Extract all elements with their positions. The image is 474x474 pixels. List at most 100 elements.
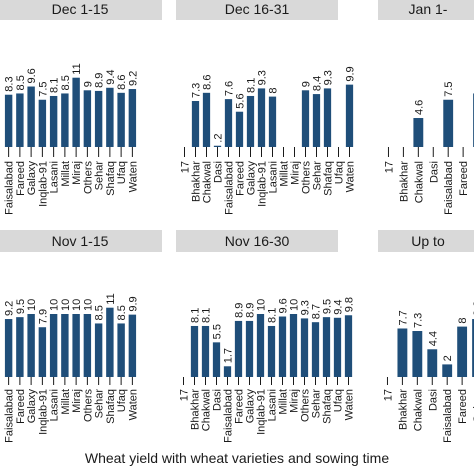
bar: [72, 314, 80, 377]
bar: [202, 92, 211, 147]
data-label: 7.5: [443, 81, 455, 96]
x-tick-label: Others: [301, 161, 313, 195]
x-tick-label: 17: [180, 161, 192, 173]
x-tick-label: Faisalabad: [443, 161, 455, 215]
x-tick-label: Miraj: [71, 161, 83, 185]
bar: [201, 325, 210, 377]
bar: [128, 314, 137, 377]
x-tick-label: Waten: [127, 389, 139, 420]
x-tick-label: 17: [179, 389, 191, 401]
data-label: 8.5: [116, 305, 128, 320]
x-tick-label: Faisalabad: [223, 389, 235, 443]
bar: [312, 94, 321, 147]
panel-4: Nov 1-15 Faisalabad 9.2 Fareed 9.5 Galaxy 10 In…: [0, 230, 162, 443]
data-label: 8: [457, 317, 469, 323]
data-label: 8.3: [4, 76, 16, 91]
bar: [427, 349, 438, 377]
x-tick-label: Galaxy: [26, 389, 38, 424]
data-label: 10: [49, 299, 61, 311]
x-tick-label: Inqlab-91: [257, 161, 269, 207]
data-label: 9.2: [4, 301, 16, 316]
data-label: 10: [256, 299, 268, 311]
bar: [27, 314, 35, 377]
data-label: 9.2: [472, 301, 474, 316]
x-tick-label: Others: [82, 389, 94, 423]
x-tick-label: Bhakhar: [397, 389, 409, 430]
bar: [213, 145, 222, 147]
bar: [397, 328, 408, 377]
data-label: 8.1: [190, 308, 202, 323]
x-tick-label: Chakwal: [413, 161, 425, 203]
data-label: 1.7: [223, 348, 235, 363]
panel-title: Jan 1-: [409, 1, 448, 17]
panel-header: [378, 230, 474, 252]
data-label: 9.8: [344, 297, 356, 312]
bar: [191, 101, 200, 147]
data-label: 8.9: [245, 303, 257, 318]
x-tick-label: Galaxy: [245, 389, 257, 424]
x-tick-label: Waten: [344, 389, 356, 420]
x-tick-label: Lasani: [49, 161, 61, 193]
x-tick-label: Bhakhar: [191, 161, 203, 202]
x-tick-label: Dasi: [213, 161, 225, 183]
bar: [94, 323, 103, 377]
x-tick-label: Shafaq: [105, 389, 117, 424]
bar: [301, 90, 310, 147]
data-label: 7.7: [397, 310, 409, 325]
x-tick-label: Miraj: [71, 389, 83, 413]
data-label: 8.1: [201, 308, 213, 323]
x-tick-label: Sehar: [312, 161, 324, 191]
data-label: 9.3: [257, 70, 269, 85]
figure-caption: Wheat yield with wheat varieties and sow…: [84, 450, 390, 466]
x-tick-label: Chakwal: [412, 389, 424, 431]
x-tick-label: Lasani: [267, 389, 279, 421]
x-tick-label: Millat: [60, 389, 72, 415]
data-label: 8.6: [202, 75, 214, 90]
panel-title: Nov 1-15: [52, 233, 109, 249]
data-label: 10: [26, 299, 38, 311]
data-label: 9.5: [15, 299, 27, 314]
bar: [83, 90, 92, 147]
bar: [278, 316, 287, 377]
x-tick-label: Millat: [278, 389, 290, 415]
data-label: 8.5: [94, 305, 106, 320]
bar: [117, 92, 125, 147]
x-tick-label: Miraj: [289, 389, 301, 413]
x-tick-label: Fareed: [458, 161, 470, 196]
bar: [212, 342, 221, 377]
data-label: 10: [289, 299, 301, 311]
panels-group: Dec 1-15 Faisalabad 8.3 Fareed 8.5 Galaxy 9.6 I…: [0, 0, 474, 443]
data-label: 9: [301, 81, 313, 87]
data-label: 9.6: [278, 298, 290, 313]
bar: [190, 325, 199, 377]
bar: [442, 364, 453, 377]
x-tick-label: Sehar: [94, 389, 106, 419]
data-label: 8.9: [94, 73, 106, 88]
x-tick-label: Dasi: [212, 389, 224, 411]
x-tick-label: Others: [82, 161, 94, 195]
bar: [268, 96, 277, 147]
data-label: 8.9: [234, 303, 246, 318]
data-label: 8.5: [60, 75, 72, 90]
bar: [117, 323, 125, 377]
data-label: 10: [60, 299, 72, 311]
data-label: 9.9: [345, 66, 357, 81]
x-tick-label: Waten: [345, 161, 357, 192]
x-tick-label: Lasani: [49, 389, 61, 421]
panel-5: Nov 16-30 17 Bhakhar 8.1 Chakwal 8.1 Dasi 5.5 Fa…: [176, 230, 356, 443]
data-label: 8.1: [267, 308, 279, 323]
x-tick-label: Lasani: [268, 161, 280, 193]
data-label: 9.9: [127, 296, 139, 311]
x-tick-label: Miraj: [290, 161, 302, 185]
data-label: 2: [442, 355, 454, 361]
bar: [311, 322, 320, 377]
x-tick-label: Shafaq: [323, 161, 335, 196]
x-tick-label: Inqlab-91: [37, 161, 49, 207]
bar: [246, 95, 255, 147]
x-tick-label: Shafaq: [105, 161, 117, 196]
data-label: 10: [82, 299, 94, 311]
data-label: 9.4: [333, 299, 345, 314]
bar: [267, 325, 276, 377]
bar: [49, 95, 58, 147]
